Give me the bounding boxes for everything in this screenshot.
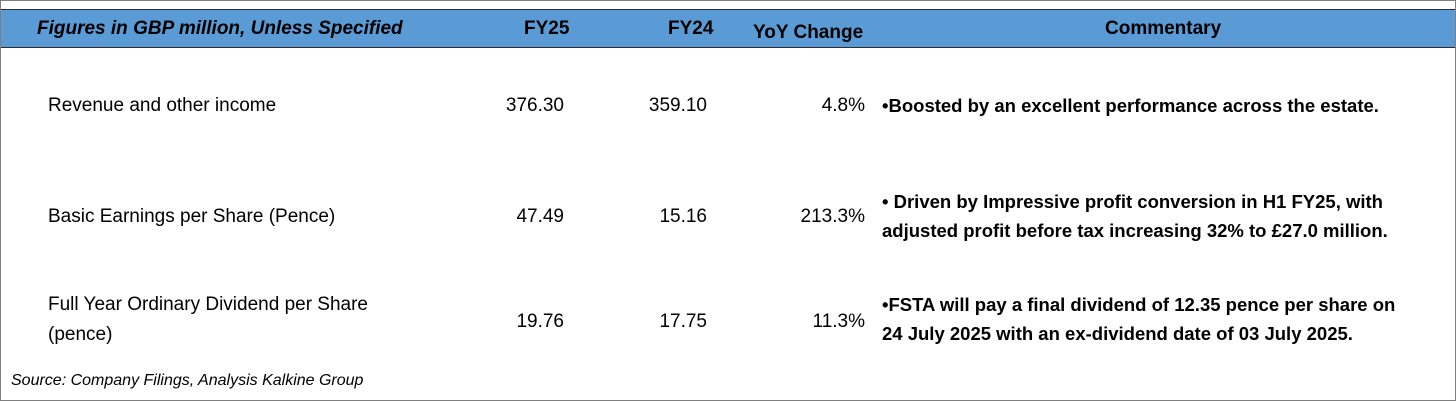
header-fy25: FY25 — [524, 18, 570, 39]
row-fy25-value: 19.76 — [516, 311, 564, 332]
row-label-line-2: (pence) — [48, 324, 113, 345]
header-commentary: Commentary — [1105, 18, 1222, 39]
source-note: Source: Company Filings, Analysis Kalkin… — [11, 372, 364, 389]
row-yoy-value: 11.3% — [812, 311, 865, 332]
row-label-line-1: Full Year Ordinary Dividend per Share — [48, 294, 369, 315]
header-yoy-change: YoY Change — [753, 22, 864, 43]
row-commentary-line-1: • Driven by Impressive profit conversion… — [882, 191, 1383, 212]
row-fy24-value: 15.16 — [659, 206, 707, 227]
row-fy25-value: 376.30 — [505, 95, 564, 116]
row-label: Revenue and other income — [48, 95, 277, 116]
row-yoy-value: 213.3% — [800, 206, 865, 227]
header-fy24: FY24 — [668, 18, 714, 39]
row-yoy-value: 4.8% — [821, 95, 865, 116]
row-commentary-line-2: 24 July 2025 with an ex-dividend date of… — [882, 323, 1353, 344]
row-fy24-value: 359.10 — [648, 95, 707, 116]
header-figures-label: Figures in GBP million, Unless Specified — [37, 18, 403, 39]
row-commentary: •Boosted by an excellent performance acr… — [882, 95, 1379, 116]
table-header: Figures in GBP million, Unless Specified… — [1, 9, 1455, 48]
row-commentary-line-1: •FSTA will pay a final dividend of 12.35… — [882, 294, 1396, 315]
row-fy24-value: 17.75 — [659, 311, 707, 332]
row-commentary-line-2: adjusted profit before tax increasing 32… — [882, 220, 1388, 241]
row-fy25-value: 47.49 — [516, 206, 564, 227]
row-label: Basic Earnings per Share (Pence) — [48, 206, 336, 227]
